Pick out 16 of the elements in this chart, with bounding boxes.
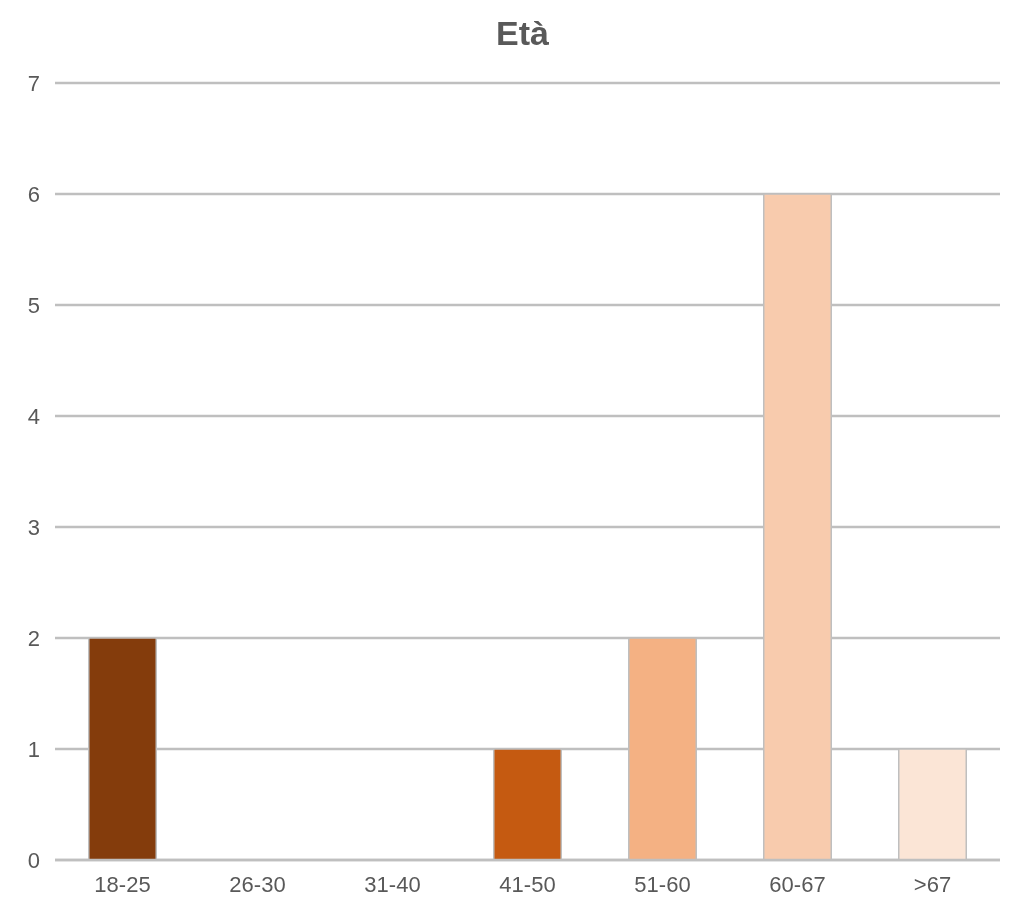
x-tick-label: 60-67 <box>769 872 826 897</box>
y-tick-label: 6 <box>27 181 40 207</box>
x-tick-label: 26-30 <box>229 872 286 897</box>
x-tick-label: 41-50 <box>499 872 556 897</box>
y-tick-label: 7 <box>27 70 40 96</box>
x-tick-label: >67 <box>913 872 952 897</box>
y-tick-label: 4 <box>27 403 40 429</box>
x-tick-label: 51-60 <box>634 872 691 897</box>
y-tick-label: 5 <box>27 292 40 318</box>
y-tick-label: 2 <box>27 625 40 651</box>
y-tick-label: 1 <box>27 736 40 762</box>
chart-title: Età <box>496 14 550 52</box>
y-tick-label: 3 <box>27 514 40 540</box>
x-tick-label: 18-25 <box>94 872 151 897</box>
y-tick-label: 0 <box>27 847 40 873</box>
x-tick-label: 31-40 <box>364 872 421 897</box>
